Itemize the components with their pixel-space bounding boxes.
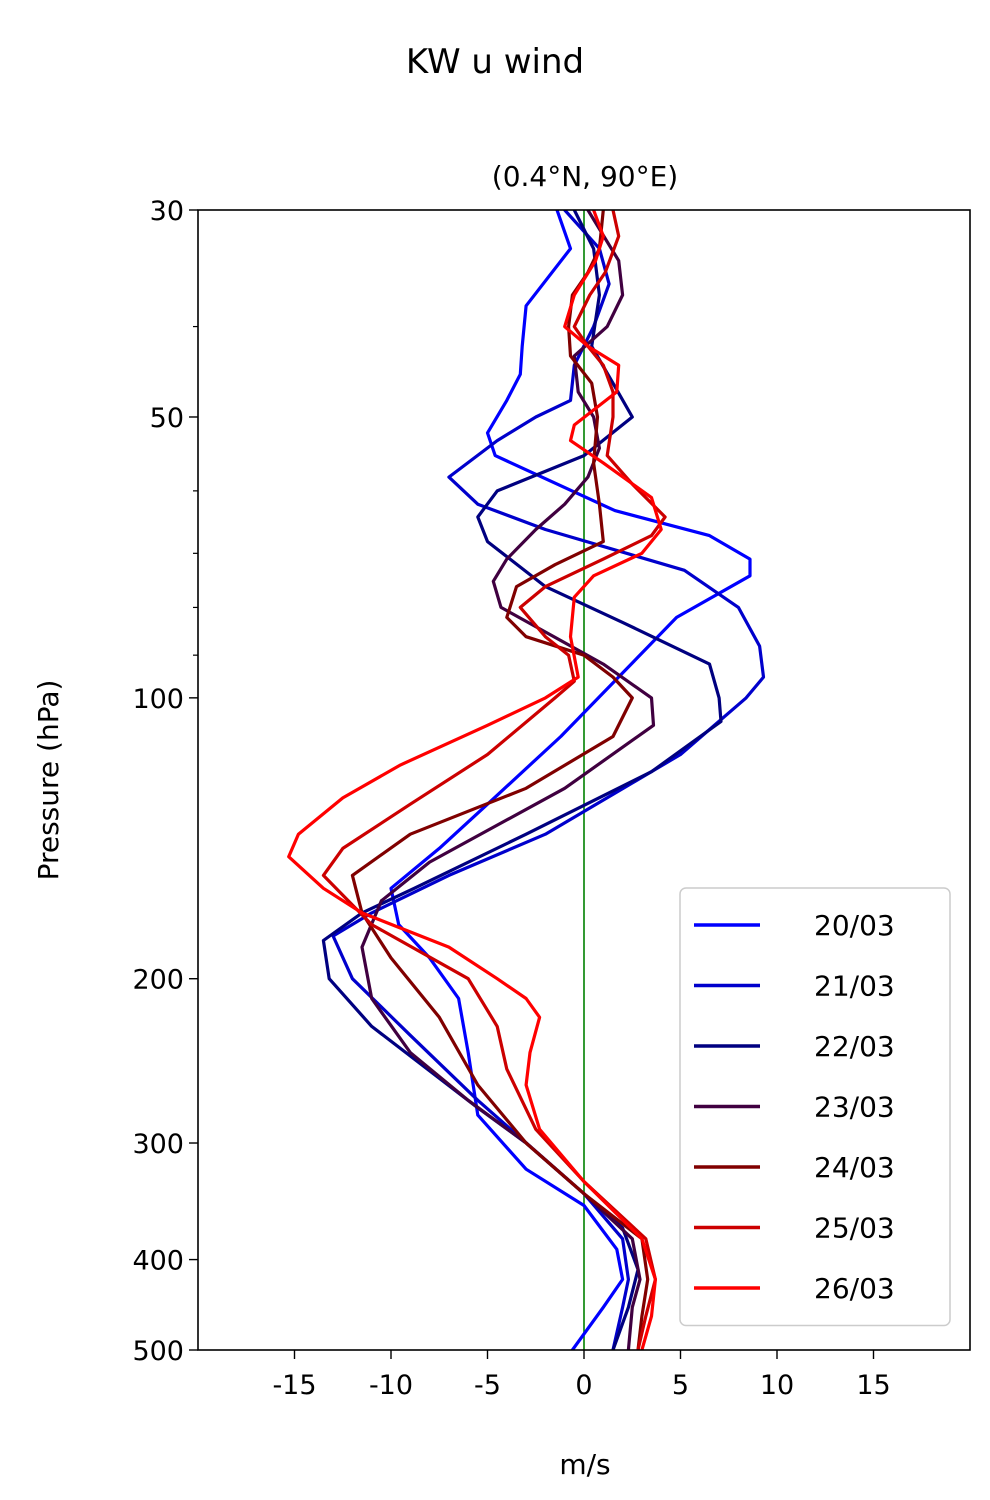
y-axis-label: Pressure (hPa) (32, 680, 65, 881)
chart-subtitle: (0.4°N, 90°E) (492, 160, 678, 193)
x-tick-label: 0 (575, 1370, 592, 1401)
series-line-25-03 (321, 210, 667, 1350)
legend-label: 22/03 (814, 1030, 895, 1063)
series-line-21-03 (331, 210, 766, 1350)
legend-label: 25/03 (814, 1212, 895, 1245)
series-line-26-03 (287, 210, 663, 1350)
y-tick-label: 400 (132, 1246, 184, 1277)
series-line-24-03 (350, 210, 650, 1350)
legend-box (679, 887, 951, 1327)
x-tick-label: -5 (474, 1370, 501, 1401)
x-tick-label: -10 (369, 1370, 413, 1401)
chart-title: KW u wind (406, 42, 584, 82)
legend: 20/03 21/03 22/03 23/03 24/03 25/03 26/03 (679, 887, 951, 1327)
y-tick-label: 50 (150, 403, 184, 434)
legend-label: 20/03 (814, 909, 895, 942)
y-tick-label: 300 (132, 1129, 184, 1160)
plot-lines (287, 210, 766, 1350)
x-tick-label: -15 (272, 1370, 316, 1401)
x-tick-label: 15 (856, 1370, 890, 1401)
axes: -15 -10 -5 0 5 10 15 30 50 100 200 300 400 500 (132, 196, 971, 1401)
x-axis-label: m/s (559, 1448, 610, 1481)
y-tick-label: 500 (132, 1336, 184, 1367)
legend-label: 21/03 (814, 970, 895, 1003)
x-tick-label: 5 (672, 1370, 689, 1401)
y-tick-label: 200 (132, 965, 184, 996)
y-tick-label: 100 (132, 684, 184, 715)
legend-label: 26/03 (814, 1272, 895, 1305)
legend-label: 23/03 (814, 1091, 895, 1124)
legend-label: 24/03 (814, 1151, 895, 1184)
x-tick-label: 10 (760, 1370, 794, 1401)
series-line-20-03 (389, 210, 752, 1350)
series-line-22-03 (321, 210, 723, 1350)
y-tick-label: 30 (150, 196, 184, 227)
